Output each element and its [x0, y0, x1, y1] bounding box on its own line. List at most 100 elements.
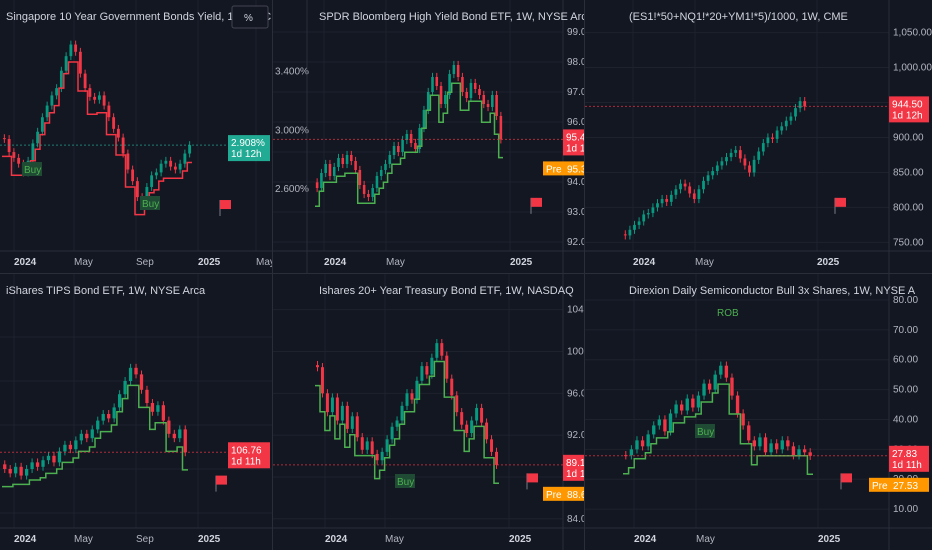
candle-body	[491, 95, 494, 107]
price-tag-countdown: 1d 11h	[566, 469, 584, 480]
candle-body	[696, 395, 701, 408]
y-tick-label: 100.00	[567, 347, 584, 358]
trailing-stop-line	[2, 61, 192, 216]
pre-tag-label: Pre	[546, 490, 562, 501]
candle-body	[642, 214, 646, 222]
candle-body	[725, 157, 728, 162]
chart-title: SPDR Bloomberg High Yield Bond ETF, 1W, …	[319, 11, 584, 23]
candle-body	[435, 343, 439, 358]
candle-body	[480, 407, 484, 423]
candle-body	[121, 137, 125, 154]
x-tick-label: May	[74, 257, 93, 268]
chart-pane-soxl[interactable]: 80.0070.0060.0050.0040.0030.0020.0010.00…	[585, 274, 932, 550]
candle-body	[803, 101, 807, 107]
divider-vertical-2[interactable]	[584, 0, 585, 550]
candle-body	[183, 429, 187, 453]
candle-body	[674, 189, 678, 195]
candle-body	[358, 170, 362, 185]
candle-body	[64, 56, 68, 71]
pre-tag-box	[543, 161, 584, 176]
candle-body	[88, 88, 92, 97]
chart-pane-tip[interactable]: 112.00110.00108.00106.00104.002024MaySep…	[0, 274, 272, 550]
candle-body	[390, 426, 394, 440]
candle-body	[657, 419, 661, 426]
divider-horizontal[interactable]	[0, 273, 932, 274]
candle-body	[669, 194, 673, 202]
y-tick-label: 98.00	[567, 57, 584, 68]
x-tick-label: 2024	[14, 534, 37, 545]
candle-body	[465, 424, 469, 434]
candle-body	[415, 380, 419, 400]
candle-body	[102, 95, 106, 106]
price-tag-countdown: 1d 12h	[892, 110, 923, 121]
candle-body	[360, 437, 364, 450]
y-tick-label: 104.00	[567, 305, 584, 316]
candle-body	[135, 181, 139, 198]
chart-svg-sg10y: 2024 May Sep 2025 May Singapore 10 Year Gover…	[0, 0, 272, 268]
x-tick-label: May	[256, 257, 272, 268]
candle-body	[68, 444, 73, 450]
candle-body	[116, 128, 120, 138]
candle-body	[93, 96, 97, 100]
candle-body	[123, 381, 127, 395]
x-tick-label: May	[695, 257, 714, 268]
chart-pane-jnk[interactable]: 99.0098.0097.0096.0095.0094.0093.0092.00…	[273, 0, 584, 273]
candle-body	[734, 150, 738, 153]
flag-icon	[220, 200, 231, 210]
flag-icon	[531, 197, 542, 207]
trailing-stop-line	[315, 82, 503, 207]
candle-body	[350, 416, 354, 429]
candle-body	[397, 146, 400, 152]
candle-body	[164, 160, 168, 164]
trailing-stop-line	[623, 383, 813, 475]
chart-pane-index[interactable]: 1,050.001,000.00950.00900.00850.00800.00…	[585, 0, 932, 273]
candle-body	[629, 449, 634, 456]
y-tick-label: 80.00	[893, 295, 918, 306]
chart-pane-tlt[interactable]: 104.00100.0096.0092.0088.0084.002024May2…	[273, 274, 584, 550]
candle-body	[470, 420, 474, 434]
price-tag-value: 106.76	[231, 445, 262, 456]
divider-vertical-1[interactable]	[272, 0, 273, 550]
x-tick-label: 2024	[325, 534, 348, 545]
candle-body	[365, 441, 369, 450]
candle-body	[392, 146, 396, 155]
candle-body	[167, 420, 171, 434]
chart-svg-index: 1,050.001,000.00950.00900.00850.00800.00…	[585, 0, 932, 273]
chart-title: iShares TIPS Bond ETF, 1W, NYSE Arca	[6, 285, 206, 297]
candle-body	[743, 158, 747, 166]
chart-title: Singapore 10 Year Government Bonds Yield…	[6, 11, 271, 23]
candle-body	[724, 365, 729, 378]
buy-marker-box	[22, 162, 42, 176]
candle-body	[769, 443, 773, 453]
candle-body	[763, 437, 768, 453]
candle-body	[461, 77, 464, 92]
candle-body	[802, 449, 807, 453]
candle-body	[729, 152, 733, 158]
buy-marker-box	[695, 424, 715, 438]
candle-body	[2, 138, 6, 140]
candle-body	[499, 116, 503, 140]
pre-tag-label: Pre	[872, 481, 888, 492]
candle-body	[169, 160, 173, 167]
candle-body	[786, 440, 790, 447]
x-tick-label: 2024	[14, 257, 37, 268]
x-tick-label: 2025	[509, 534, 532, 545]
candle-body	[469, 83, 473, 98]
candle-body	[486, 104, 490, 107]
candle-body	[652, 425, 656, 435]
trailing-stop-line	[2, 384, 188, 488]
candle-body	[422, 110, 426, 128]
candle-body	[405, 393, 409, 406]
candle-body	[713, 374, 717, 390]
chart-svg-soxl: 80.0070.0060.0050.0040.0030.0020.0010.00…	[585, 274, 932, 550]
candle-body	[747, 425, 751, 441]
candle-body	[697, 189, 701, 200]
x-tick-label: 2024	[324, 257, 347, 268]
candle-body	[635, 440, 639, 450]
marker-label-buy: Buy	[697, 427, 714, 438]
candle-body	[40, 117, 44, 132]
candle-body	[452, 65, 456, 74]
chart-pane-sg10y[interactable]: 2024 May Sep 2025 May Singapore 10 Year Gover…	[0, 0, 272, 273]
candle-body	[685, 398, 689, 411]
candle-body	[410, 393, 414, 400]
